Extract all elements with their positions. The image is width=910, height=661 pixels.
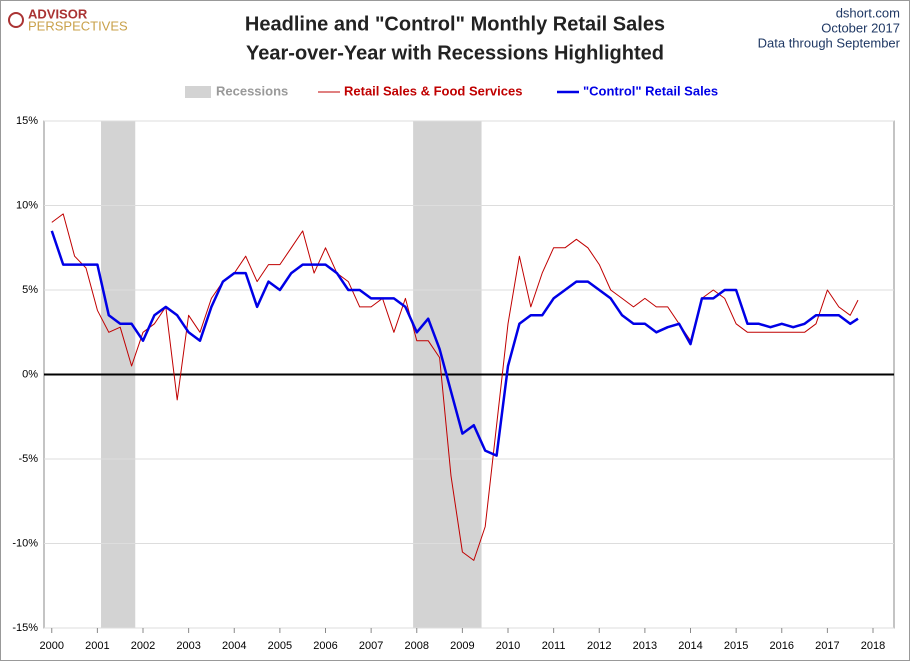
x-tick-label: 2000 [40, 640, 64, 652]
x-tick-label: 2018 [861, 640, 885, 652]
x-tick-label: 2013 [633, 640, 657, 652]
logo-text: ADVISOR [28, 6, 88, 21]
x-tick-label: 2008 [405, 640, 429, 652]
y-tick-label: -10% [12, 537, 38, 549]
x-tick-label: 2001 [85, 640, 109, 652]
x-tick-label: 2002 [131, 640, 155, 652]
x-tick-label: 2014 [678, 640, 702, 652]
x-tick-label: 2004 [222, 640, 246, 652]
x-tick-label: 2016 [770, 640, 794, 652]
source: dshort.com [836, 5, 900, 20]
y-tick-label: -5% [18, 453, 38, 465]
logo-icon [8, 12, 24, 28]
x-tick-label: 2012 [587, 640, 611, 652]
y-tick-label: 5% [22, 284, 38, 296]
logo-text: PERSPECTIVES [28, 18, 128, 33]
date: October 2017 [821, 20, 900, 35]
legend-label: Recessions [216, 83, 288, 98]
legend-swatch [185, 86, 211, 98]
x-tick-label: 2017 [815, 640, 839, 652]
series-line [50, 230, 859, 457]
y-tick-label: 15% [16, 115, 38, 127]
y-tick-label: 0% [22, 368, 38, 380]
legend-label: "Control" Retail Sales [583, 83, 718, 98]
x-tick-label: 2010 [496, 640, 520, 652]
chart-title: Headline and "Control" Monthly Retail Sa… [245, 13, 665, 35]
x-tick-label: 2006 [313, 640, 337, 652]
x-tick-label: 2005 [268, 640, 292, 652]
x-tick-label: 2003 [176, 640, 200, 652]
x-tick-label: 2009 [450, 640, 474, 652]
note: Data through September [758, 35, 901, 50]
x-tick-label: 2007 [359, 640, 383, 652]
chart-subtitle: Year-over-Year with Recessions Highlight… [246, 42, 664, 64]
y-tick-label: 10% [16, 199, 38, 211]
x-tick-label: 2011 [542, 640, 566, 652]
x-tick-label: 2015 [724, 640, 748, 652]
legend-label: Retail Sales & Food Services [344, 83, 522, 98]
y-tick-label: -15% [12, 622, 38, 634]
